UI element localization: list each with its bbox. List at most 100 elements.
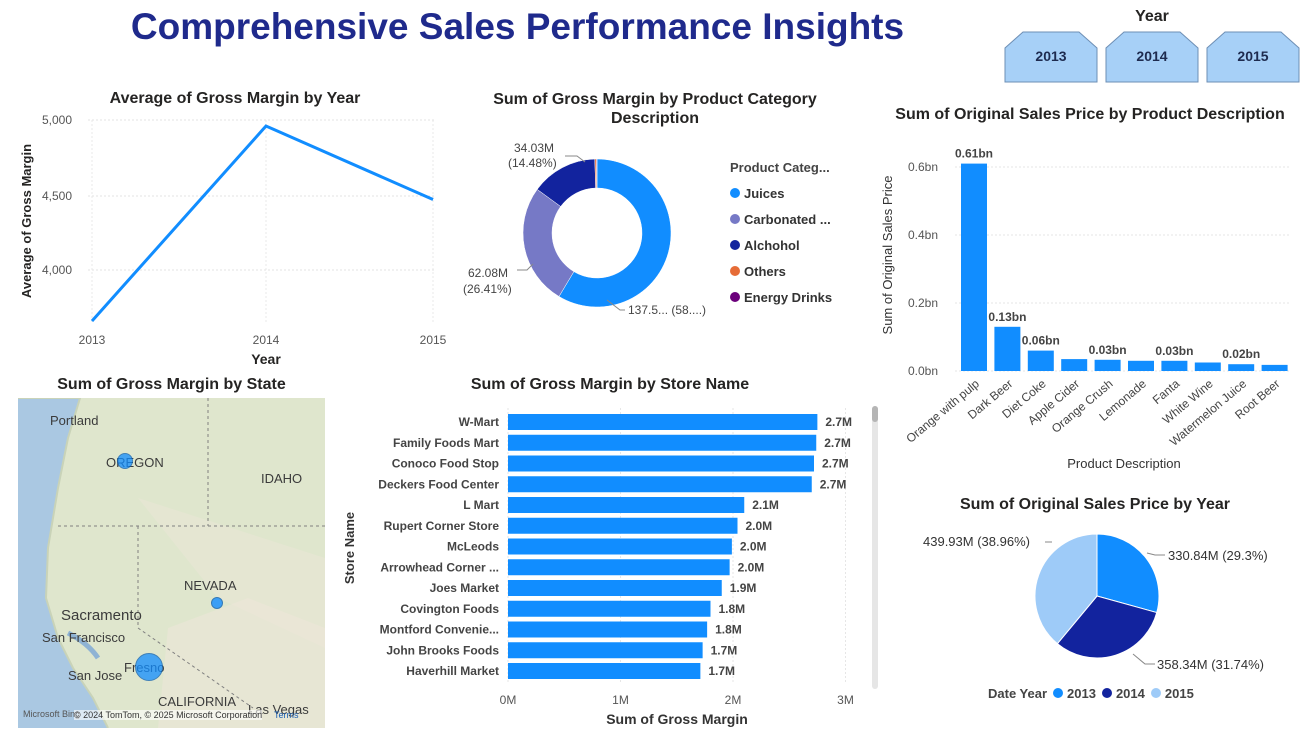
map-title: Sum of Gross Margin by State — [57, 376, 286, 393]
product-data-label: 0.02bn — [1222, 347, 1260, 361]
donut-chart[interactable]: 34.03M (14.48%) 62.08M (26.41%) 137.5...… — [455, 140, 745, 325]
pie-legend-2013[interactable]: 2013 — [1067, 685, 1096, 701]
product-bar[interactable] — [1261, 364, 1288, 371]
store-bar[interactable] — [508, 621, 708, 638]
product-bar[interactable] — [1228, 364, 1255, 371]
y-tick-label: Conoco Food Stop — [392, 457, 499, 471]
store-bar-chart[interactable]: 0M 1M 2M 3M W-Mart 2.7M Family Foods Mart 2.7M… — [335, 400, 885, 732]
map-terms-link[interactable]: Terms — [274, 710, 299, 720]
y-tick-label: 0.6bn — [908, 160, 938, 174]
product-y-axis-title: Sum of Original Sales Price — [880, 176, 895, 335]
pie-legend-2014[interactable]: 2014 — [1115, 685, 1145, 701]
y-tick-label: W-Mart — [459, 415, 499, 429]
pie-legend: Date Year 2013 2014 2015 — [988, 684, 1194, 702]
store-bar[interactable] — [508, 538, 732, 555]
y-tick-label: Deckers Food Center — [378, 477, 499, 491]
pie-leader-line — [1132, 653, 1155, 665]
store-data-label: 1.8M — [715, 623, 742, 637]
pie-slice-2014[interactable] — [1056, 595, 1158, 659]
store-data-label: 2.7M — [825, 415, 852, 429]
store-bar[interactable] — [508, 600, 711, 617]
store-data-label: 2.0M — [740, 540, 767, 554]
product-bar[interactable] — [1094, 359, 1121, 371]
store-bar[interactable] — [508, 517, 738, 534]
donut-label-carbonated-percent: (26.41%) — [463, 282, 512, 296]
legend-item-alchohol[interactable]: Alchohol — [730, 232, 845, 258]
donut-slice-carbonated[interactable] — [522, 189, 575, 297]
line-x-axis-title: Year — [251, 351, 281, 367]
legend-item-energy-drinks[interactable]: Energy Drinks — [730, 284, 845, 310]
product-bar[interactable] — [1027, 350, 1054, 371]
legend-item-juices[interactable]: Juices — [730, 180, 845, 206]
donut-slice-juices[interactable] — [558, 158, 672, 308]
map-label: Sacramento — [61, 607, 142, 624]
pie-label-2013: 330.84M (29.3%) — [1168, 548, 1268, 563]
map-bubble-oregon[interactable] — [117, 453, 133, 469]
legend-item-others[interactable]: Others — [730, 258, 845, 284]
store-bar[interactable] — [508, 414, 818, 430]
legend-label: Juices — [744, 185, 785, 201]
product-bar[interactable] — [1061, 359, 1088, 371]
product-bar[interactable] — [1161, 360, 1188, 371]
product-data-label: 0.03bn — [1089, 343, 1127, 357]
line-chart[interactable]: 5,000 4,500 4,000 2013 2014 2015 Year Av… — [10, 108, 460, 370]
x-tick-label: 3M — [837, 693, 854, 707]
product-bar[interactable] — [1128, 360, 1154, 371]
store-bar[interactable] — [508, 476, 812, 493]
store-bar[interactable] — [508, 497, 745, 513]
legend-dot — [730, 188, 740, 198]
slicer-button-2015[interactable]: 2015 — [1206, 31, 1300, 83]
store-bar[interactable] — [508, 455, 814, 472]
map-bubble-california[interactable] — [135, 653, 163, 681]
slicer-button-label: 2014 — [1136, 48, 1168, 64]
product-data-label: 0.03bn — [1155, 344, 1193, 358]
slicer-button-2013[interactable]: 2013 — [1004, 31, 1098, 83]
y-tick-label: Arrowhead Corner ... — [380, 560, 499, 574]
legend-dot — [1150, 688, 1161, 698]
y-tick-label: 5,000 — [42, 113, 72, 127]
legend-dot — [1101, 688, 1112, 698]
product-data-label: 0.13bn — [988, 310, 1026, 324]
pie-legend-2015[interactable]: 2015 — [1164, 685, 1194, 701]
y-tick-label: 4,000 — [42, 263, 72, 277]
y-tick-label: 0.0bn — [908, 364, 938, 378]
map-label: IDAHO — [261, 471, 303, 486]
legend-item-carbonated[interactable]: Carbonated ... — [730, 206, 845, 232]
x-tick-label: 2013 — [79, 333, 106, 347]
line-series-gross-margin[interactable] — [90, 124, 434, 322]
map-bubble-nevada[interactable] — [211, 597, 223, 609]
slicer-button-2014[interactable]: 2014 — [1105, 31, 1199, 83]
donut-leader-line — [606, 299, 625, 311]
y-tick-label: L Mart — [463, 498, 499, 512]
product-bar[interactable] — [1194, 362, 1221, 372]
store-data-label: 1.8M — [719, 602, 746, 616]
store-bar[interactable] — [508, 663, 701, 679]
map-attribution: © 2024 TomTom, © 2025 Microsoft Corporat… — [74, 710, 263, 720]
y-tick-label: McLeods — [447, 540, 499, 554]
product-bar[interactable] — [994, 326, 1021, 371]
pie-slice-2013[interactable] — [1096, 533, 1160, 614]
x-tick-label: 2M — [725, 693, 742, 707]
store-bar[interactable] — [508, 559, 730, 576]
page-title: Comprehensive Sales Performance Insights — [130, 6, 905, 47]
scrollbar-thumb[interactable] — [872, 406, 878, 422]
store-bar[interactable] — [508, 642, 703, 659]
pie-label-2014: 358.34M (31.74%) — [1157, 657, 1264, 672]
product-bar[interactable] — [961, 163, 987, 371]
map-label: NEVADA — [184, 578, 237, 593]
store-bar[interactable] — [508, 434, 817, 451]
scrollbar-track[interactable] — [872, 406, 878, 689]
donut-leader-line — [565, 155, 586, 163]
map-visual[interactable]: Portland OREGON IDAHO NEVADA Sacramento … — [18, 398, 325, 728]
store-data-label: 1.9M — [730, 581, 757, 595]
product-bar-title: Sum of Original Sales Price by Product D… — [895, 106, 1285, 123]
donut-slice-energy-drinks[interactable] — [596, 158, 598, 189]
pie-slice-2015[interactable] — [1034, 533, 1098, 645]
pie-chart[interactable]: 330.84M (29.3%) 358.34M (31.74%) 439.93M… — [910, 520, 1300, 680]
x-tick-label: 2014 — [253, 333, 280, 347]
donut-label-carbonated-value: 62.08M — [468, 266, 508, 280]
x-tick-label: 0M — [500, 693, 517, 707]
map-background — [18, 398, 325, 728]
store-bar[interactable] — [508, 580, 722, 596]
